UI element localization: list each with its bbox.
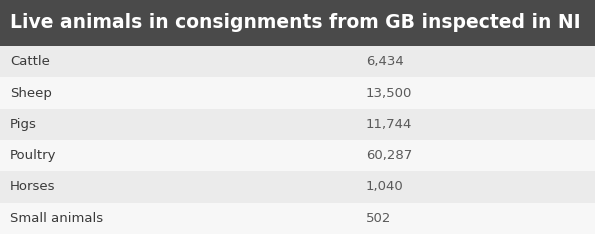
Text: Small animals: Small animals [10, 212, 103, 225]
Text: Poultry: Poultry [10, 149, 57, 162]
Text: 502: 502 [366, 212, 392, 225]
Text: Cattle: Cattle [10, 55, 50, 68]
Text: Horses: Horses [10, 180, 55, 194]
Bar [0, 46, 595, 77]
Text: 1,040: 1,040 [366, 180, 403, 194]
Text: 6,434: 6,434 [366, 55, 403, 68]
Text: Pigs: Pigs [10, 118, 37, 131]
Bar [0, 109, 595, 140]
Bar [0, 140, 595, 171]
Text: 11,744: 11,744 [366, 118, 412, 131]
Bar [0, 203, 595, 234]
Bar [0, 77, 595, 109]
Text: 13,500: 13,500 [366, 87, 412, 99]
Bar [0, 0, 595, 46]
Bar [0, 171, 595, 203]
Text: Live animals in consignments from GB inspected in NI: Live animals in consignments from GB ins… [10, 14, 581, 33]
Text: Sheep: Sheep [10, 87, 52, 99]
Text: 60,287: 60,287 [366, 149, 412, 162]
